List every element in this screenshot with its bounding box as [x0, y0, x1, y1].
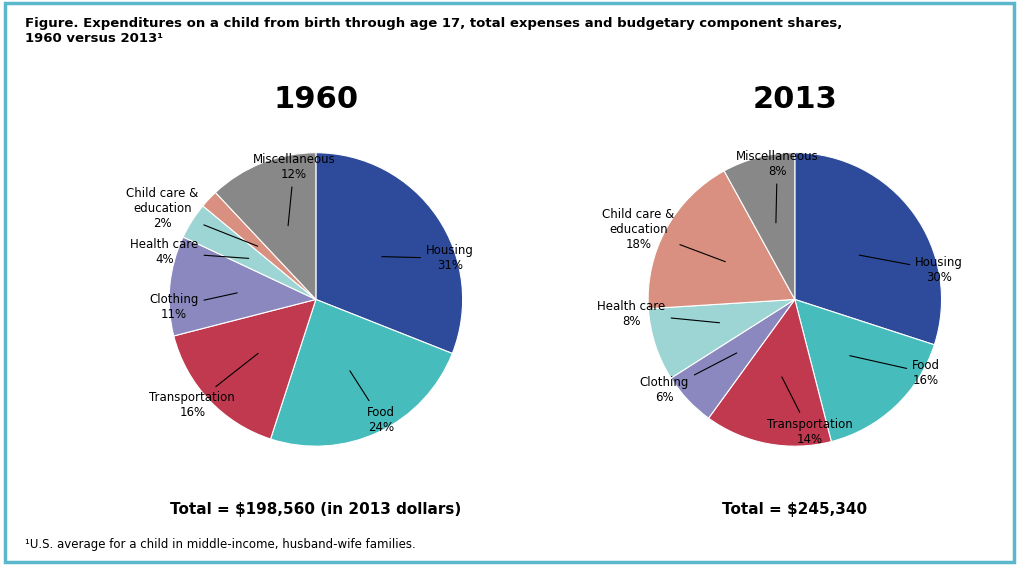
Wedge shape	[174, 299, 316, 439]
Wedge shape	[271, 299, 452, 446]
Wedge shape	[795, 153, 942, 345]
Wedge shape	[183, 206, 316, 299]
Wedge shape	[725, 153, 795, 299]
Wedge shape	[316, 153, 463, 354]
Text: Total = $198,560 (in 2013 dollars): Total = $198,560 (in 2013 dollars)	[170, 502, 462, 517]
Text: Child care &
education
2%: Child care & education 2%	[126, 187, 258, 246]
Wedge shape	[708, 299, 832, 446]
Text: Transportation
14%: Transportation 14%	[766, 377, 852, 446]
Text: Housing
31%: Housing 31%	[382, 245, 474, 272]
Text: Total = $245,340: Total = $245,340	[722, 502, 867, 517]
Text: Clothing
11%: Clothing 11%	[149, 293, 237, 321]
Wedge shape	[648, 299, 795, 378]
Wedge shape	[795, 299, 934, 442]
Title: 2013: 2013	[752, 85, 838, 114]
Text: Health care
8%: Health care 8%	[597, 300, 719, 328]
Wedge shape	[169, 237, 316, 336]
Text: Child care &
education
18%: Child care & education 18%	[602, 207, 726, 262]
Text: Clothing
6%: Clothing 6%	[640, 353, 737, 405]
Title: 1960: 1960	[273, 85, 359, 114]
Text: Transportation
16%: Transportation 16%	[150, 353, 258, 419]
Text: ¹U.S. average for a child in middle-income, husband-wife families.: ¹U.S. average for a child in middle-inco…	[25, 538, 416, 551]
Text: Miscellaneous
12%: Miscellaneous 12%	[253, 153, 335, 226]
Wedge shape	[648, 171, 795, 308]
Text: Health care
4%: Health care 4%	[130, 238, 249, 267]
Text: Figure. Expenditures on a child from birth through age 17, total expenses and bu: Figure. Expenditures on a child from bir…	[25, 17, 843, 45]
Wedge shape	[215, 153, 316, 299]
Text: Miscellaneous
8%: Miscellaneous 8%	[736, 150, 818, 223]
Text: Food
24%: Food 24%	[350, 371, 395, 434]
Wedge shape	[203, 193, 316, 299]
Text: Housing
30%: Housing 30%	[859, 255, 963, 284]
Text: Food
16%: Food 16%	[850, 356, 941, 387]
Wedge shape	[671, 299, 795, 418]
